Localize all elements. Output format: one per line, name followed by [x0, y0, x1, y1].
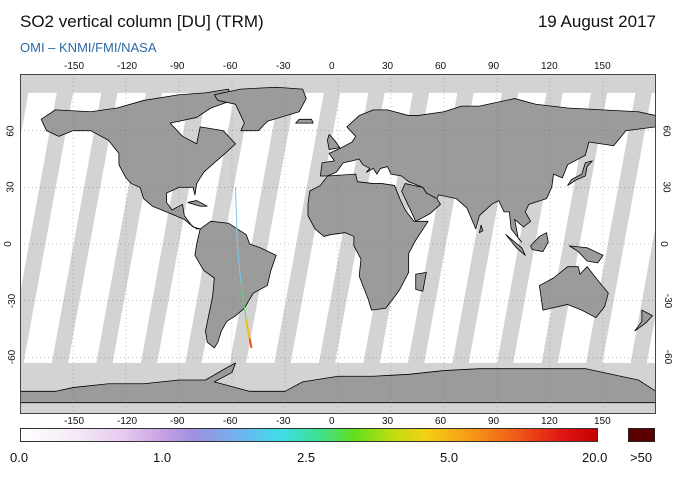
lon-tick-top: 90 [488, 61, 500, 72]
landmasses [20, 86, 656, 404]
lon-tick-top: -30 [276, 61, 291, 72]
lon-tick-bottom: -120 [117, 416, 138, 427]
lon-tick-bottom: -150 [64, 416, 85, 427]
colorbar-overflow-label: >50 [630, 450, 653, 465]
colorbar [20, 428, 598, 442]
landmass-new-guinea [569, 245, 604, 264]
lon-tick-top: -60 [223, 61, 238, 72]
lon-tick-bottom: 0 [329, 416, 335, 427]
lat-tick-right: 30 [660, 181, 672, 193]
lon-tick-bottom: 60 [435, 416, 447, 427]
orbit-swath [23, 92, 102, 363]
lon-tick-bottom: -60 [223, 416, 238, 427]
lon-tick-top: 150 [594, 61, 611, 72]
lon-tick-bottom: 120 [541, 416, 558, 427]
lat-tick-right: 0 [657, 241, 669, 247]
lon-tick-top: -150 [64, 61, 85, 72]
lon-tick-bottom: 30 [382, 416, 394, 427]
lon-tick-bottom: 90 [488, 416, 500, 427]
landmass-uk [326, 134, 341, 150]
lat-tick-left: -60 [7, 350, 19, 365]
orbit-swath [246, 92, 324, 363]
landmass-borneo [530, 232, 549, 252]
plume-segment [236, 243, 242, 282]
landmass-sri-lanka [478, 224, 484, 234]
plume-segment [240, 281, 247, 320]
plume-segment [245, 319, 251, 339]
landmass-australia [539, 266, 609, 319]
lon-tick-top: 120 [541, 61, 558, 72]
landmass-cuba [187, 200, 208, 207]
colorbar-label-2: 2.5 [297, 450, 316, 465]
landmass-madagascar [415, 271, 427, 292]
map-title: SO2 vertical column [DU] (TRM) [20, 12, 264, 31]
colorbar-overflow-swatch [628, 428, 655, 442]
plume-segment [235, 187, 238, 245]
so2-plume [235, 187, 253, 349]
colorbar-label-1: 1.0 [153, 450, 172, 465]
world-map [20, 74, 656, 414]
lat-tick-left: 30 [5, 181, 17, 193]
orbit-swath [646, 312, 656, 363]
lon-tick-top: 60 [435, 61, 447, 72]
orbit-swath [602, 92, 656, 363]
map-date: 19 August 2017 [537, 12, 656, 31]
plume-segment [248, 338, 253, 349]
lat-tick-left: 0 [2, 241, 14, 247]
colorbar-label-4: 20.0 [582, 450, 608, 465]
lon-tick-bottom: -90 [170, 416, 185, 427]
landmass-iceland [295, 118, 314, 124]
orbit-swath [20, 92, 57, 294]
lat-tick-right: -30 [662, 293, 674, 308]
landmass-sumatra [505, 234, 526, 256]
lon-tick-top: -120 [117, 61, 138, 72]
landmass-japan [567, 160, 593, 186]
colorbar-label-0: 0.0 [10, 450, 29, 465]
lon-tick-bottom: 150 [594, 416, 611, 427]
lon-tick-top: -90 [170, 61, 185, 72]
landmass-greenland [213, 86, 307, 132]
colorbar-label-3: 5.0 [440, 450, 459, 465]
landmass-south-america [194, 220, 277, 349]
data-credit: OMI – KNMI/FMI/NASA [20, 40, 157, 55]
lat-tick-right: -60 [662, 350, 674, 365]
lon-tick-bottom: -30 [276, 416, 291, 427]
landmass-arabia [401, 183, 441, 222]
graticule [20, 74, 656, 414]
lat-tick-left: -30 [7, 293, 19, 308]
landmass-eurasia [319, 98, 656, 243]
lat-tick-right: 60 [660, 125, 672, 137]
landmass-africa [307, 173, 429, 311]
lon-tick-top: 30 [382, 61, 394, 72]
landmass-new-zealand [634, 309, 653, 332]
lon-tick-top: 0 [329, 61, 335, 72]
lat-tick-left: 60 [5, 125, 17, 137]
